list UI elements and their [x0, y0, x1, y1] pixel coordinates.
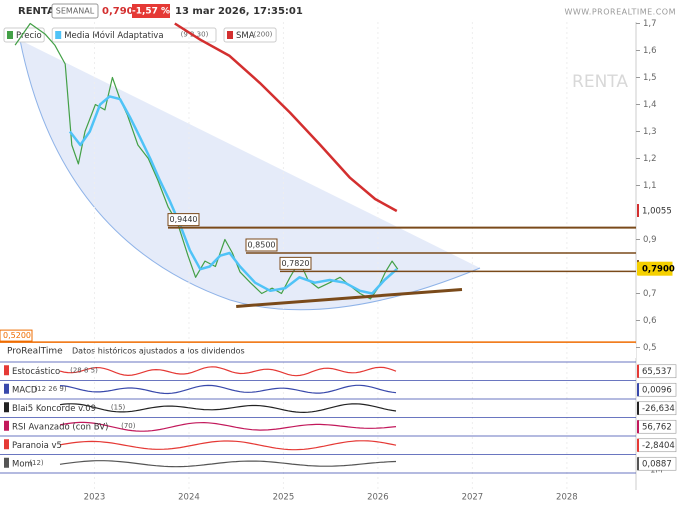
legend-swatch [55, 31, 62, 39]
level-box [245, 238, 278, 252]
y-tick-label: 1,3 [643, 127, 657, 137]
indicator-badge [4, 420, 9, 431]
y-tick-label: 1,7 [643, 19, 657, 29]
x-tick-label: 2026 [367, 493, 389, 503]
indicator-badge [4, 457, 9, 468]
legend: Precio Media Móvil Adaptativa (9 2 30) SMA(… [3, 27, 277, 43]
watermark: RENTA [572, 72, 628, 92]
indicator-name: Blai5 Koncorde v.09 [12, 404, 96, 414]
price-label: 1,0055 [642, 207, 672, 217]
y-tick-label: 1,4 [643, 100, 657, 110]
legend-item [3, 27, 45, 43]
indicator-line [59, 440, 397, 451]
y-tick-label: 0,9 [643, 235, 657, 245]
x-tick-label: 2023 [84, 493, 106, 503]
level-box [279, 256, 312, 270]
last-price: 0,7900 [102, 6, 141, 17]
x-tick-label: 2024 [178, 493, 200, 503]
datetime: 13 mar 2026, 17:35:01 [175, 6, 303, 17]
indicator-params: (12 26 9) [34, 385, 66, 393]
series-line [14, 22, 399, 300]
indicator-name: Estocástico [12, 367, 60, 377]
support-line [236, 287, 463, 308]
indicator-badge [4, 439, 9, 450]
indicator-name: Mom [12, 459, 33, 469]
indicator-badge [4, 365, 9, 376]
legend-swatch [7, 31, 13, 39]
y-tick-label: 1,6 [643, 46, 657, 56]
legend-name: SMA [236, 31, 255, 41]
indicator-params: (15) [111, 403, 126, 411]
price-label-box [0, 329, 33, 342]
platform: ProRealTime [7, 347, 63, 357]
indicator-value: 0,0096 [642, 385, 672, 395]
wedge [20, 40, 480, 310]
x-tick-label: 2027 [462, 493, 484, 503]
indicator-line [59, 366, 397, 377]
website: WWW.PROREALTIME.COM [564, 8, 676, 17]
indicator-value: 65,537 [642, 367, 672, 377]
series-line [68, 95, 398, 295]
level-box [167, 213, 200, 227]
timeframe: SEMANAL [56, 7, 95, 16]
price-label: 0,5200 [3, 331, 31, 340]
indicator-params: (70) [121, 422, 136, 430]
indicator-header [0, 344, 636, 358]
series-line [174, 22, 398, 213]
indicator-value: 0,0887 [642, 459, 672, 469]
symbol: RENTA [18, 6, 55, 17]
y-tick-label: 1,2 [643, 154, 657, 164]
indicator-name: Paranoia v5 [12, 441, 62, 451]
legend-name: Media Móvil Adaptativa [64, 30, 163, 41]
y-tick-label: 0,7 [643, 289, 657, 299]
indicator-name: RSI Avanzado (con BV) [12, 422, 108, 432]
level-label: 0,9440 [170, 215, 198, 224]
x-tick-label: 2025 [273, 493, 295, 503]
legend-swatch [227, 31, 233, 39]
x-tick-label: 2028 [556, 493, 578, 503]
indicator-params: (12) [29, 459, 44, 467]
level-label: 0,8500 [248, 241, 276, 250]
indicator-value: -26,634 [642, 404, 675, 414]
y-tick-label: 1,5 [643, 73, 657, 83]
legend-params: (9 2 30) [181, 31, 209, 39]
legend-item [223, 27, 277, 43]
indicator-line [59, 421, 397, 432]
y-tick-label: 0,6 [643, 316, 657, 326]
indicator-line [59, 460, 397, 468]
indicator-name: MACD [12, 385, 38, 395]
indicator-line [59, 384, 397, 395]
price-label: 0,7900 [642, 265, 675, 275]
dividend-note: Datos históricos ajustados a los dividen… [72, 346, 245, 356]
price-label-box [638, 204, 672, 218]
wedge-curve [19, 39, 481, 311]
indicator-params: (28 8 5) [70, 366, 98, 374]
indicator-value: 56,762 [642, 422, 672, 432]
change: -1,57 % [132, 7, 170, 17]
indicator-value: -2,8404 [642, 441, 675, 451]
level-label: 0,7820 [282, 259, 310, 268]
legend-item [51, 27, 217, 43]
indicator-badge [4, 402, 9, 413]
change-box [132, 4, 170, 18]
indicator-line [59, 403, 397, 414]
indicator-badge [4, 383, 9, 394]
legend-name: Precio [16, 31, 42, 41]
legend-params: (200) [254, 31, 273, 39]
y-tick-label: 1,1 [643, 181, 657, 191]
timeframe-box [51, 3, 99, 19]
y-tick-label: 0,5 [643, 343, 657, 353]
